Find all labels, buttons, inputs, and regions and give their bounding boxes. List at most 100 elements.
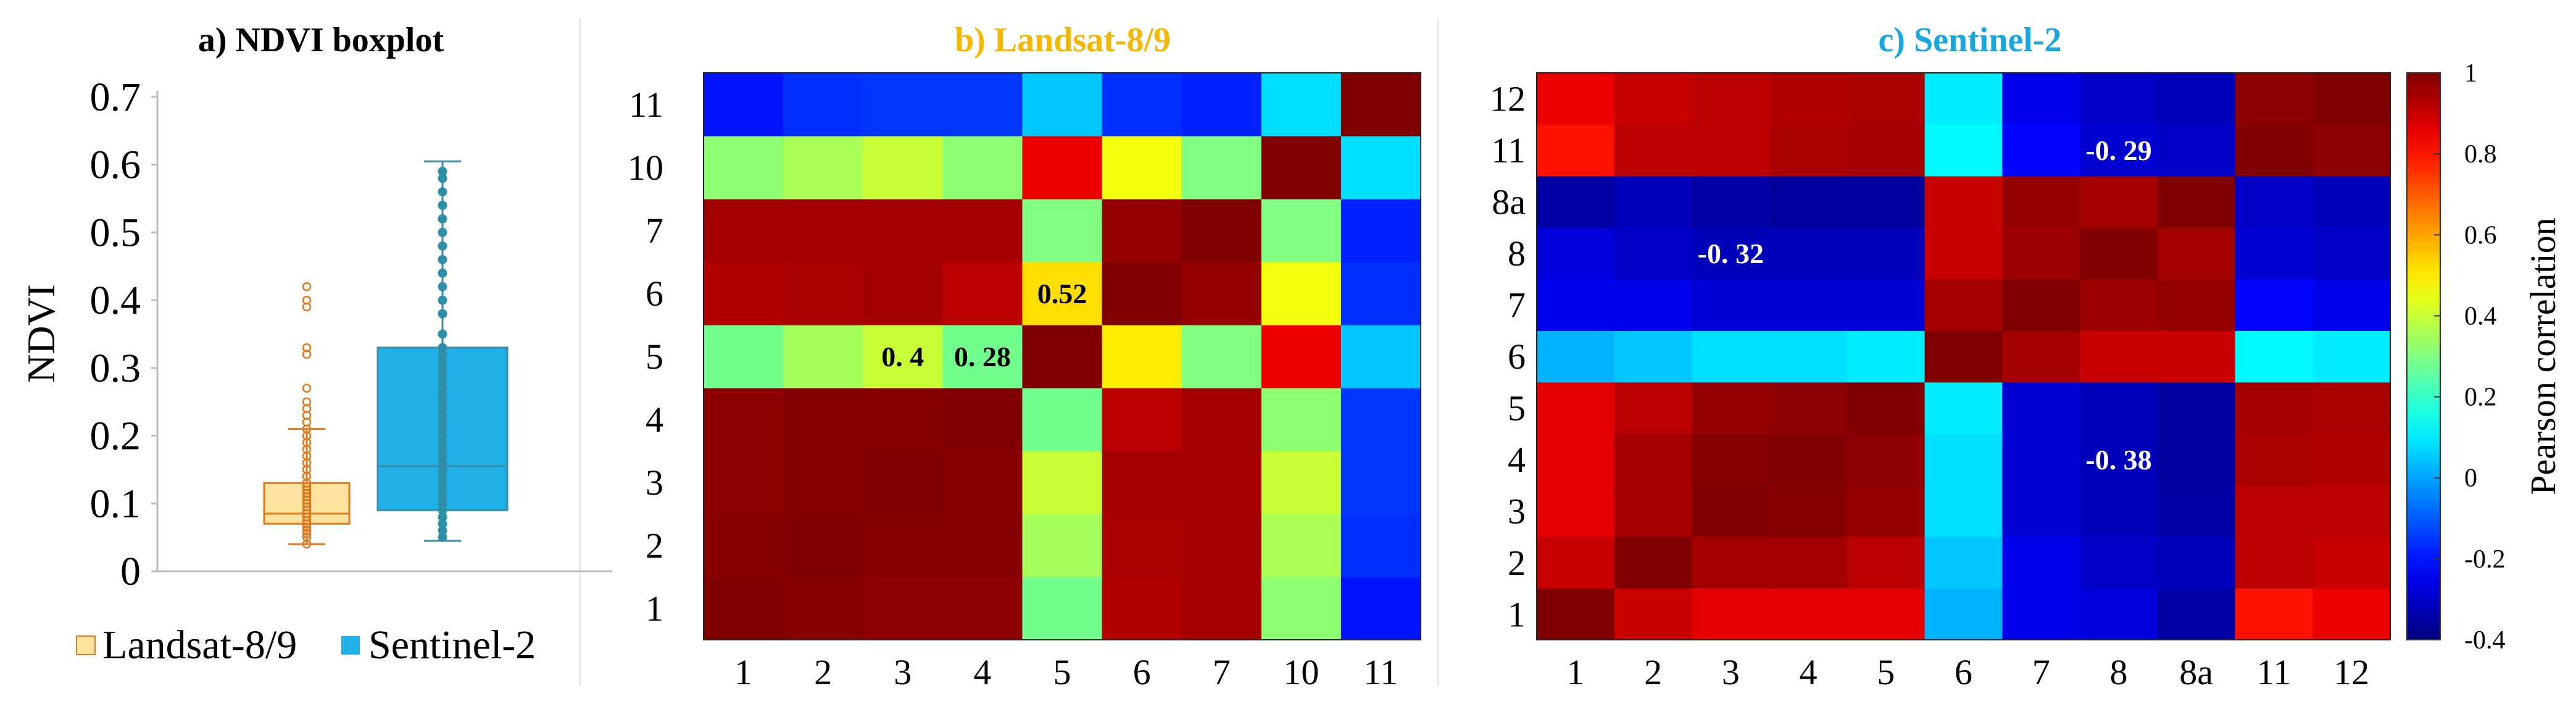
x-tick-label: 4 [973, 652, 991, 692]
heatmap-cell [2157, 279, 2236, 331]
heatmap-cell [942, 262, 1023, 325]
heatmap-cell [2235, 73, 2313, 125]
heatmap-cell [1924, 279, 2003, 331]
heatmap-cell [2080, 175, 2158, 228]
heatmap-cell [1022, 451, 1103, 514]
y-tick-label: 1 [1508, 594, 1526, 634]
heatmap-cell [1614, 382, 1693, 434]
colorbar-tick-label: 0 [2464, 464, 2477, 493]
heatmap-cell [1340, 577, 1421, 640]
heatmap-cell [1614, 175, 1693, 228]
y-tick-label: 2 [1508, 543, 1526, 583]
cell-annotation: 0. 28 [954, 341, 1011, 372]
y-tick-label: 2 [646, 526, 663, 566]
cell-annotation: -0. 38 [2085, 444, 2151, 476]
heatmap-cell [2080, 124, 2158, 177]
heatmap-cell [1181, 325, 1262, 388]
legend-swatch-sentinel [341, 636, 360, 655]
heatmap-cell [1537, 382, 1615, 434]
heatmap-cell [1692, 227, 1770, 280]
y-tick-label: 4 [1508, 440, 1526, 480]
y-tick-label: 0.3 [90, 346, 141, 391]
heatmap-cell [1769, 124, 1848, 177]
legend-label-sentinel: Sentinel-2 [368, 622, 536, 668]
heatmap-cell [1769, 382, 1848, 434]
heatmap-cell [2312, 73, 2391, 125]
heatmap-cell [2157, 227, 2236, 280]
x-tick-label: 7 [2032, 652, 2050, 692]
heatmap-cell [1022, 136, 1103, 199]
boxplot-y-ticks: 0 0.1 0.2 0.3 0.4 0.5 0.6 0.7 [90, 75, 159, 594]
heatmap-cell [783, 388, 863, 451]
y-tick-label: 1 [646, 589, 663, 629]
colorbar-tick-label: 1 [2464, 59, 2477, 88]
x-tick-label: 10 [1283, 652, 1319, 692]
heatmap-cell [783, 262, 863, 325]
heatmap-cell [863, 73, 943, 136]
heatmap-cell [1261, 136, 1342, 199]
cell-annotation: -0. 32 [1698, 238, 1764, 269]
heatmap-cell [704, 136, 784, 199]
heatmap-cell [2002, 537, 2080, 589]
sentinel-heatmap-panel: c) Sentinel-2 1 2 3 4 5 6 7 8 8a 11 12123456788a11… [1490, 21, 2391, 692]
heatmap-cell [1340, 325, 1421, 388]
heatmap-cell [1924, 227, 2003, 280]
sentinel-heatmap-title: c) Sentinel-2 [1878, 21, 2061, 59]
y-tick-label: 3 [646, 463, 663, 503]
heatmap-cell [1847, 227, 1926, 280]
heatmap-cell [1614, 434, 1693, 486]
heatmap-cell [863, 388, 943, 451]
heatmap-cell [942, 73, 1023, 136]
heatmap-cell [783, 136, 863, 199]
heatmap-cell [2235, 330, 2313, 383]
data-point [438, 254, 447, 264]
heatmap-cell [1261, 262, 1342, 325]
heatmap-cell [2002, 124, 2080, 177]
x-tick-label: 2 [1644, 652, 1662, 692]
heatmap-cell [1340, 262, 1421, 325]
heatmap-cell [1924, 588, 2003, 640]
heatmap-cell [1614, 537, 1693, 589]
heatmap-cell [1692, 537, 1770, 589]
heatmap-cell [1102, 577, 1182, 640]
heatmap-cell [2157, 485, 2236, 537]
colorbar-tick-label: 0.8 [2464, 140, 2497, 169]
heatmap-cell [2002, 485, 2080, 537]
heatmap-cell [1022, 577, 1103, 640]
data-point [302, 482, 312, 492]
boxplot-panel: a) NDVI boxplot NDVI 0 0.1 0.2 0.3 0.4 0.5 0.6… [19, 21, 612, 668]
y-tick-label: 5 [646, 337, 663, 377]
colorbar: 1 0.8 0.6 0.4 0.2 0 -0.2 -0.4 Pearson correlati… [2406, 59, 2563, 655]
heatmap-cell [863, 514, 943, 577]
colorbar-tick-label: -0.2 [2464, 545, 2506, 574]
y-tick-label: 6 [1508, 337, 1526, 377]
heatmap-cell [1692, 485, 1770, 537]
boxplot-ylabel: NDVI [19, 284, 63, 383]
heatmap-cell [1537, 124, 1615, 177]
heatmap-cell [1102, 262, 1182, 325]
x-tick-label: 6 [1955, 652, 1972, 692]
heatmap-cell [1769, 485, 1848, 537]
heatmap-cell [1537, 434, 1615, 486]
heatmap-cell [783, 514, 863, 577]
x-tick-label: 7 [1213, 652, 1231, 692]
heatmap-cell [2312, 124, 2391, 177]
colorbar-ticks: 1 0.8 0.6 0.4 0.2 0 -0.2 -0.4 [2434, 59, 2506, 655]
heatmap-cell [2002, 73, 2080, 125]
heatmap-cell [2080, 73, 2158, 125]
heatmap-cell [2235, 124, 2313, 177]
heatmap-cell [2080, 537, 2158, 589]
colorbar-gradient [2406, 72, 2441, 640]
heatmap-cell [2235, 434, 2313, 486]
heatmap-cell [1537, 73, 1615, 125]
heatmap-cell [863, 325, 943, 388]
heatmap-cell [942, 136, 1023, 199]
heatmap-cell [1022, 388, 1103, 451]
data-point [302, 295, 312, 305]
boxplot-title: a) NDVI boxplot [198, 21, 444, 59]
heatmap-cell [704, 199, 784, 262]
data-point [302, 383, 312, 393]
heatmap-cell [1181, 73, 1262, 136]
y-tick-label: 4 [646, 400, 663, 440]
heatmap-cell [1692, 330, 1770, 383]
